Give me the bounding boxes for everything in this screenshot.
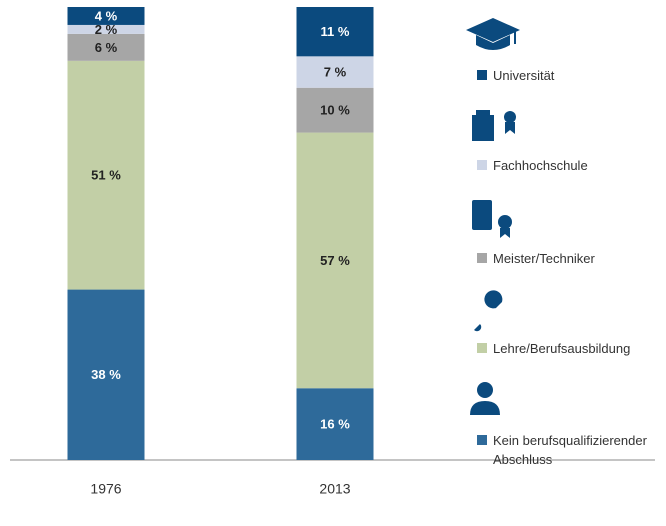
value-label: 2 % [95, 22, 118, 37]
icons [466, 18, 520, 415]
legend-label: Kein berufsqualifizierender Abschluss [493, 433, 647, 467]
legend-label: Meister/Techniker [493, 251, 595, 266]
bar-segment [67, 60, 145, 290]
bar-segment [67, 289, 145, 460]
legend-item: Lehre/Berufsausbildung [477, 339, 662, 358]
x-tick-label: 1976 [90, 481, 121, 497]
value-label: 6 % [95, 40, 118, 55]
icon-graduation [466, 18, 520, 50]
legend-swatch [477, 343, 487, 353]
bar-segment [67, 7, 145, 25]
x-tick-label: 2013 [319, 481, 350, 497]
value-label: 7 % [324, 64, 347, 79]
bar-segment [296, 87, 374, 133]
legend-label: Lehre/Berufsausbildung [493, 341, 631, 356]
value-label: 57 % [320, 253, 350, 268]
legend-swatch [477, 253, 487, 263]
legend-label: Fachhochschule [493, 158, 588, 173]
value-label: 4 % [95, 8, 118, 23]
legend-swatch [477, 70, 487, 80]
bar-segment [67, 24, 145, 34]
value-label: 51 % [91, 168, 121, 183]
legend-item: Meister/Techniker [477, 249, 662, 268]
legend-item: Fachhochschule [477, 156, 662, 175]
icon-building [472, 110, 516, 141]
value-label: 38 % [91, 367, 121, 382]
value-label: 16 % [320, 417, 350, 432]
value-label: 11 % [321, 24, 350, 39]
bar-segment [67, 33, 145, 61]
legend-label: Universität [493, 68, 555, 83]
bar-segment [296, 56, 374, 88]
legend-swatch [477, 435, 487, 445]
icon-certificate [472, 200, 512, 238]
value-label: 10 % [320, 103, 350, 118]
icon-wrench [474, 290, 503, 332]
legend-item: Universität [477, 66, 662, 85]
icon-person [470, 382, 500, 415]
bar-segment [296, 132, 374, 389]
legend-swatch [477, 160, 487, 170]
bar-segment [296, 388, 374, 460]
bar-segment [296, 7, 374, 57]
legend-item: Kein berufsqualifizierender Abschluss [477, 431, 662, 469]
